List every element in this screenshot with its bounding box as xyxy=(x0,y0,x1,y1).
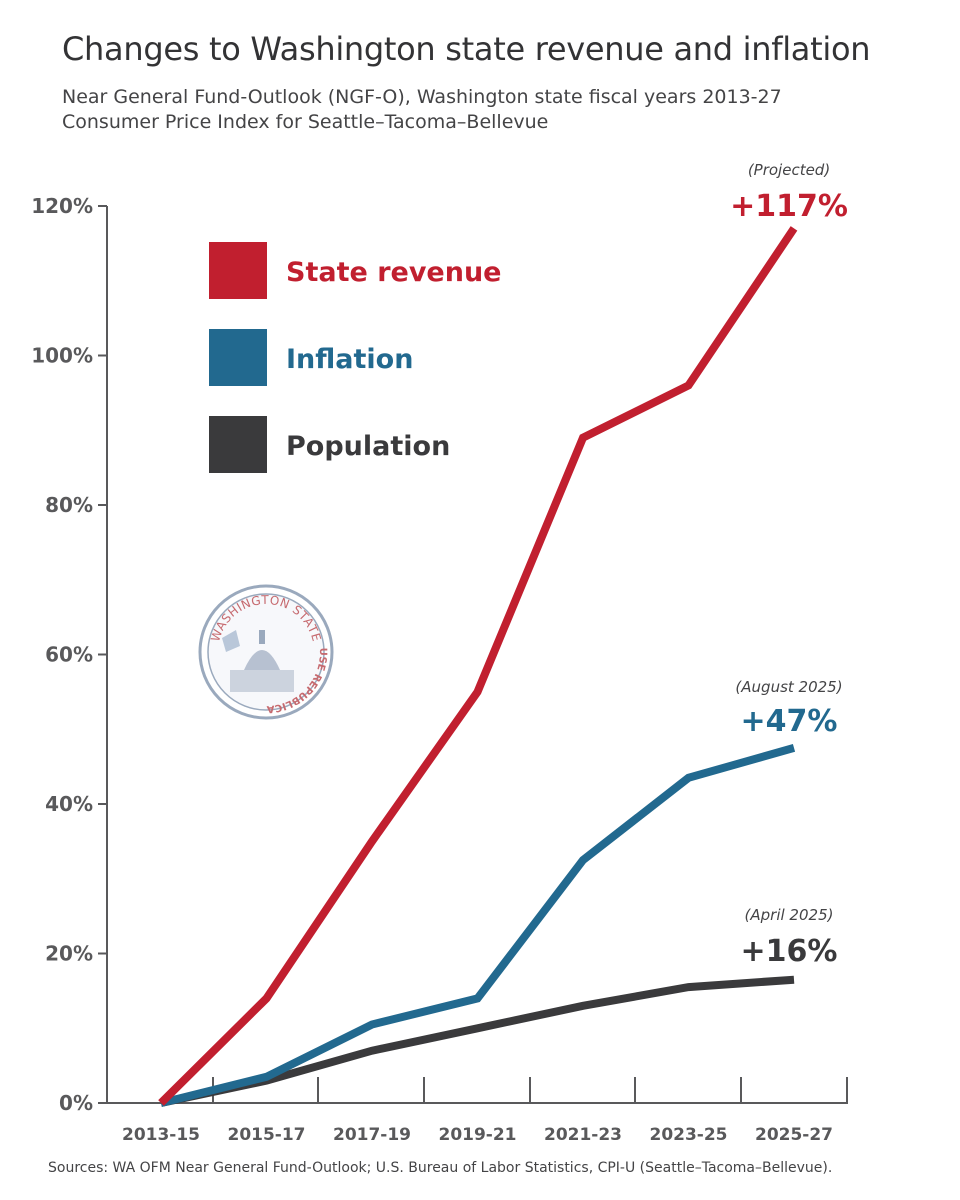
end-value-inflation: +47% xyxy=(741,704,838,739)
legend-swatch-inflation xyxy=(209,329,267,386)
series-line-inflation xyxy=(160,744,796,1107)
x-tick-label: 2021-23 xyxy=(544,1125,622,1145)
end-note-population: (April 2025) xyxy=(745,906,834,924)
series-line-revenue xyxy=(158,226,798,1106)
y-tick-label: 100% xyxy=(31,344,93,368)
legend-swatch-population xyxy=(209,416,267,473)
legend-label-population: Population xyxy=(286,431,450,462)
x-tick-label: 2015-17 xyxy=(227,1125,305,1145)
chart-subtitle-line-1: Near General Fund-Outlook (NGF-O), Washi… xyxy=(62,86,782,108)
y-tick-label: 40% xyxy=(45,792,93,816)
y-tick-label: 20% xyxy=(45,942,93,966)
legend-label-revenue: State revenue xyxy=(286,257,502,288)
y-tick-label: 0% xyxy=(59,1091,93,1115)
chart-series-lines xyxy=(158,226,798,1107)
seal-state-outline xyxy=(222,630,240,652)
series-end-labels: (Projected) +117% (August 2025) +47% (April … xyxy=(730,161,848,969)
x-tick-label: 2017-19 xyxy=(333,1125,411,1145)
end-note-inflation: (August 2025) xyxy=(735,678,842,696)
seal-building-spire xyxy=(259,630,265,644)
seal-building-dome xyxy=(244,650,280,670)
legend-swatch-revenue xyxy=(209,242,267,299)
x-tick-label: 2025-27 xyxy=(755,1125,833,1145)
x-tick-label: 2023-25 xyxy=(649,1125,727,1145)
chart-source-note: Sources: WA OFM Near General Fund-Outloo… xyxy=(48,1160,833,1176)
end-note-revenue: (Projected) xyxy=(748,161,830,179)
y-tick-label: 80% xyxy=(45,493,93,517)
legend-label-inflation: Inflation xyxy=(286,344,413,375)
seal-building-base xyxy=(230,670,294,692)
x-tick-label: 2019-21 xyxy=(438,1125,516,1145)
y-tick-label: 120% xyxy=(31,194,93,218)
y-tick-label: 60% xyxy=(45,643,93,667)
end-value-population: +16% xyxy=(741,934,838,969)
chart-subtitle-line-2: Consumer Price Index for Seattle–Tacoma–… xyxy=(62,111,549,133)
chart-axes: 0% 20% 40% 60% 80% 100% 120% 2013-15 2015-17 2017… xyxy=(31,194,848,1145)
end-value-revenue: +117% xyxy=(730,189,848,224)
chart-title: Changes to Washington state revenue and … xyxy=(62,30,871,68)
chart-legend: State revenue Inflation Population xyxy=(209,242,502,473)
x-tick-label: 2013-15 xyxy=(122,1125,200,1145)
